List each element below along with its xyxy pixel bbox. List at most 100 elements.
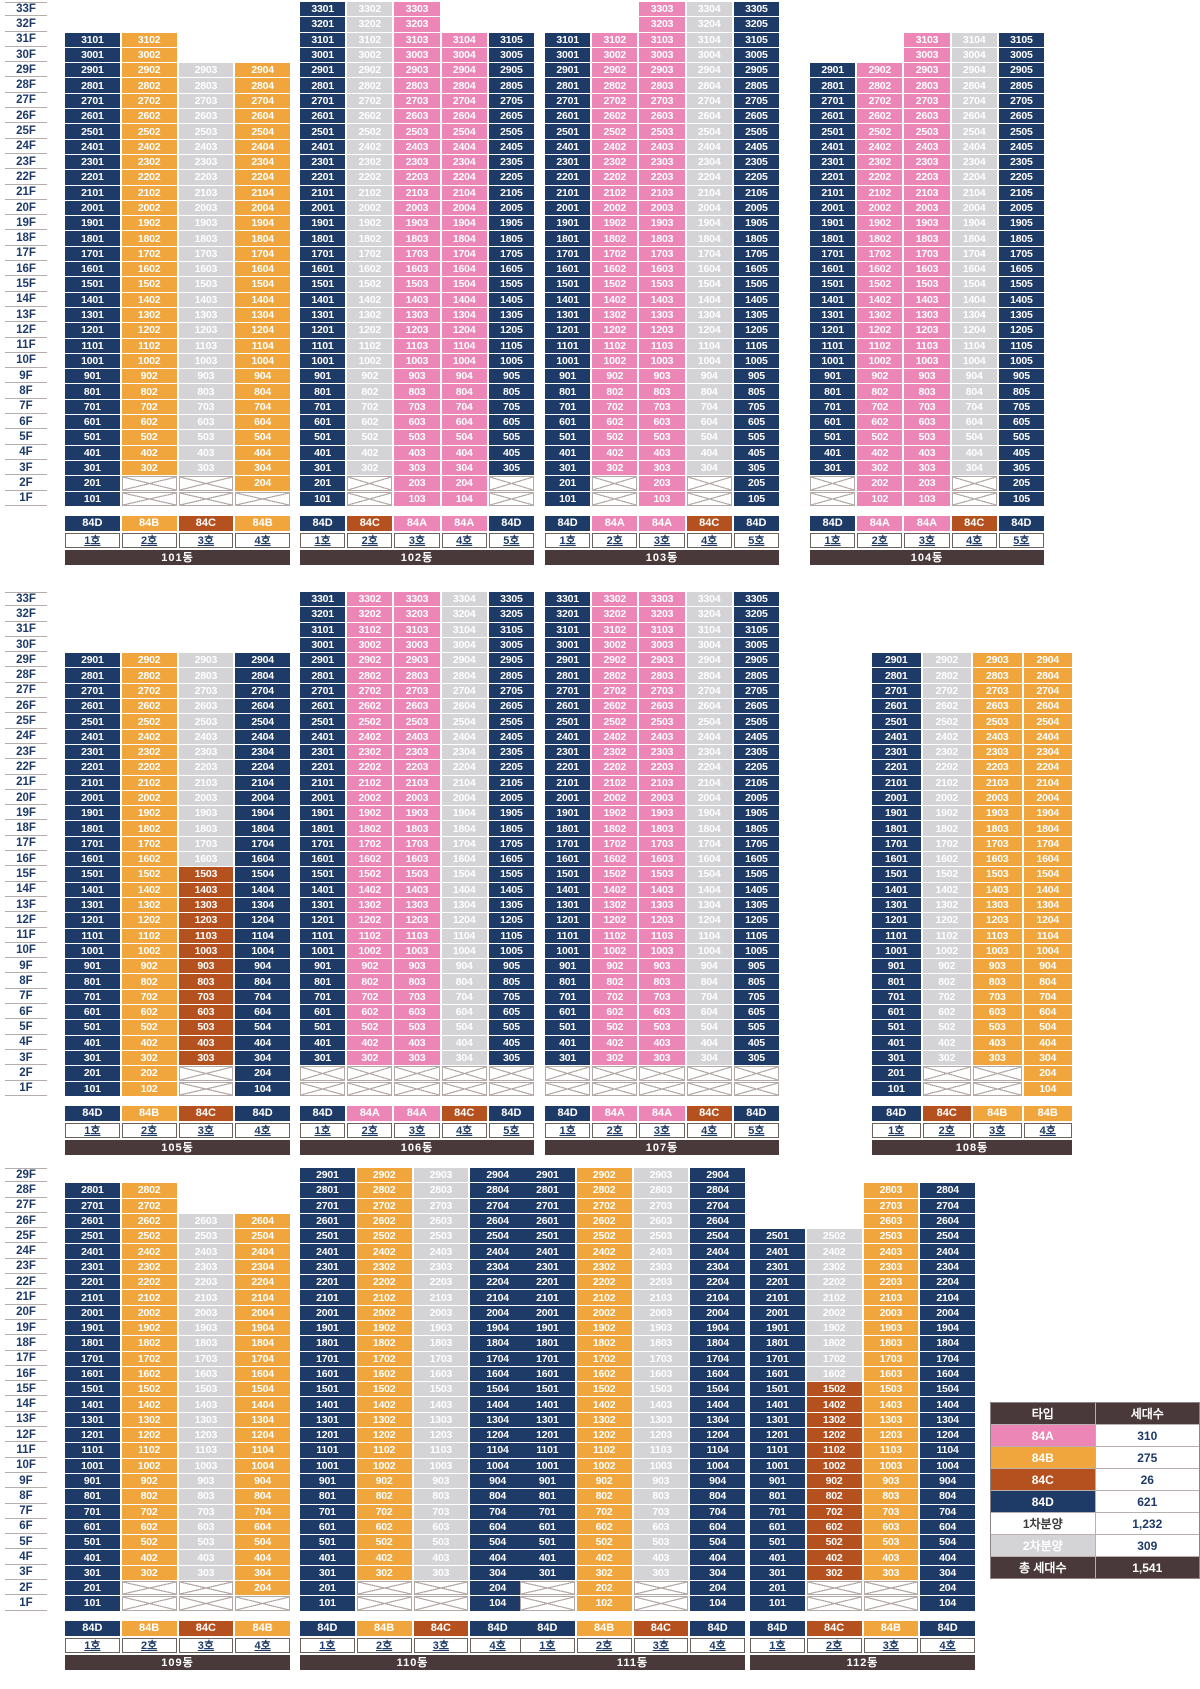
unit-cell: 2101	[545, 775, 591, 790]
unit-cell: 504	[690, 1535, 745, 1550]
no-unit-cell	[633, 1596, 689, 1611]
unit-cell: 2101	[750, 1290, 805, 1305]
empty-cell	[750, 1183, 805, 1197]
building-name-bar: 102동	[300, 549, 534, 565]
unit-cell: 1104	[690, 1443, 745, 1458]
type-row: 84D 84B 84C 84D	[520, 1620, 745, 1636]
unit-cell: 1901	[65, 1320, 120, 1336]
no-unit-cell	[488, 1081, 534, 1096]
unit-cell: 1302	[121, 1412, 177, 1428]
floor-label: 26F	[5, 699, 47, 714]
unit-cell: 1302	[592, 307, 638, 323]
unit-cell: 1503	[633, 1382, 689, 1397]
building-name-bar: 104동	[810, 549, 1044, 565]
unit-cell: 2701	[300, 93, 346, 109]
unit-cell: 1402	[576, 1397, 632, 1412]
unit-cell: 1604	[441, 852, 487, 867]
unit-cell: 204	[470, 1581, 525, 1596]
unit-cell: 1805	[998, 231, 1044, 246]
unit-cell: 302	[121, 1565, 177, 1581]
unit-cell: 801	[65, 1489, 120, 1504]
unit-cell: 2801	[545, 78, 591, 93]
unit-cell: 2203	[394, 760, 440, 775]
unit-cell: 3203	[394, 607, 440, 622]
unit-cell: 1802	[806, 1336, 862, 1351]
unit-cell: 905	[733, 369, 779, 384]
ho-label: 5호	[488, 1122, 534, 1138]
ho-label: 4호	[235, 532, 290, 548]
unit-cell: 2002	[347, 790, 393, 806]
no-unit-cell	[178, 1581, 234, 1596]
unit-cell: 2302	[347, 744, 393, 760]
unit-cell: 2604	[920, 1213, 975, 1229]
floor-label: 8F	[5, 1489, 47, 1504]
empty-cell	[1024, 623, 1073, 637]
unit-cell: 703	[394, 989, 440, 1005]
unit-cell: 1701	[545, 246, 591, 262]
no-unit-cell	[545, 1081, 591, 1096]
unit-cell: 2202	[806, 1275, 862, 1290]
unit-cell: 1805	[733, 231, 779, 246]
unit-cell: 2905	[733, 653, 779, 668]
unit-cell: 1904	[470, 1320, 525, 1336]
unit-cell: 1503	[394, 867, 440, 882]
unit-cell: 2402	[857, 139, 903, 154]
unit-cell: 2503	[178, 1229, 234, 1244]
unit-cell: 1502	[592, 277, 638, 292]
unit-cell: 803	[178, 1489, 234, 1504]
unit-cell: 902	[347, 959, 393, 974]
unit-cell: 2401	[810, 139, 856, 154]
unit-cell: 901	[65, 959, 120, 974]
unit-cell: 902	[576, 1473, 632, 1489]
unit-cell: 1805	[488, 821, 534, 836]
unit-cell: 1203	[394, 323, 440, 338]
unit-cell: 2904	[470, 1168, 525, 1183]
unit-grid: 2901 2902 2903 2904 2801 2802 2803 2804 2701 2702…	[872, 592, 1072, 1096]
unit-cell: 303	[863, 1565, 919, 1581]
unit-cell: 2903	[973, 653, 1022, 668]
unit-cell: 1502	[806, 1382, 862, 1397]
type-row: 84D 84A 84A 84C 84D	[810, 515, 1044, 531]
unit-cell: 1705	[488, 836, 534, 852]
unit-cell: 2704	[690, 1198, 745, 1213]
unit-cell: 2005	[733, 790, 779, 806]
unit-cell: 1203	[413, 1428, 469, 1443]
unit-cell: 2704	[1023, 683, 1072, 699]
unit-cell: 2601	[300, 699, 346, 714]
unit-cell: 1601	[300, 1366, 355, 1382]
unit-cell: 302	[592, 1050, 638, 1066]
floor-label: 11F	[5, 929, 47, 943]
unit-cell: 1002	[347, 353, 393, 369]
unit-cell: 202	[121, 1066, 177, 1081]
empty-cell	[65, 17, 120, 31]
unit-cell: 2703	[639, 683, 685, 699]
unit-cell: 2103	[863, 1290, 919, 1305]
unit-cell: 3001	[300, 637, 346, 653]
empty-cell	[179, 638, 234, 652]
unit-cell: 2703	[178, 93, 234, 109]
empty-cell	[952, 17, 997, 31]
unit-cell: 3205	[733, 607, 779, 622]
empty-cell	[952, 2, 997, 16]
no-unit-cell	[806, 1596, 862, 1611]
type-label: 84C	[951, 515, 997, 531]
floor-label: 2F	[5, 1581, 47, 1596]
unit-cell: 1702	[857, 246, 903, 262]
type-label: 84C	[686, 1105, 732, 1121]
unit-cell: 1104	[470, 1443, 525, 1458]
unit-cell: 2004	[470, 1305, 525, 1320]
unit-cell: 1203	[973, 913, 1022, 928]
unit-grid: 3103 3104 3105 3003 3004 3005 2901 2902 2903 2904…	[810, 2, 1044, 506]
unit-cell: 604	[951, 415, 997, 430]
unit-cell: 2601	[300, 109, 346, 124]
unit-cell: 605	[488, 415, 534, 430]
no-unit-cell	[178, 1081, 234, 1096]
empty-cell	[179, 592, 234, 606]
unit-cell: 2203	[904, 170, 950, 185]
unit-cell: 2804	[235, 668, 290, 683]
unit-cell: 2803	[904, 78, 950, 93]
unit-cell: 2601	[545, 699, 591, 714]
unit-cell: 2804	[441, 668, 487, 683]
unit-cell: 903	[639, 959, 685, 974]
unit-cell: 304	[235, 1050, 290, 1066]
